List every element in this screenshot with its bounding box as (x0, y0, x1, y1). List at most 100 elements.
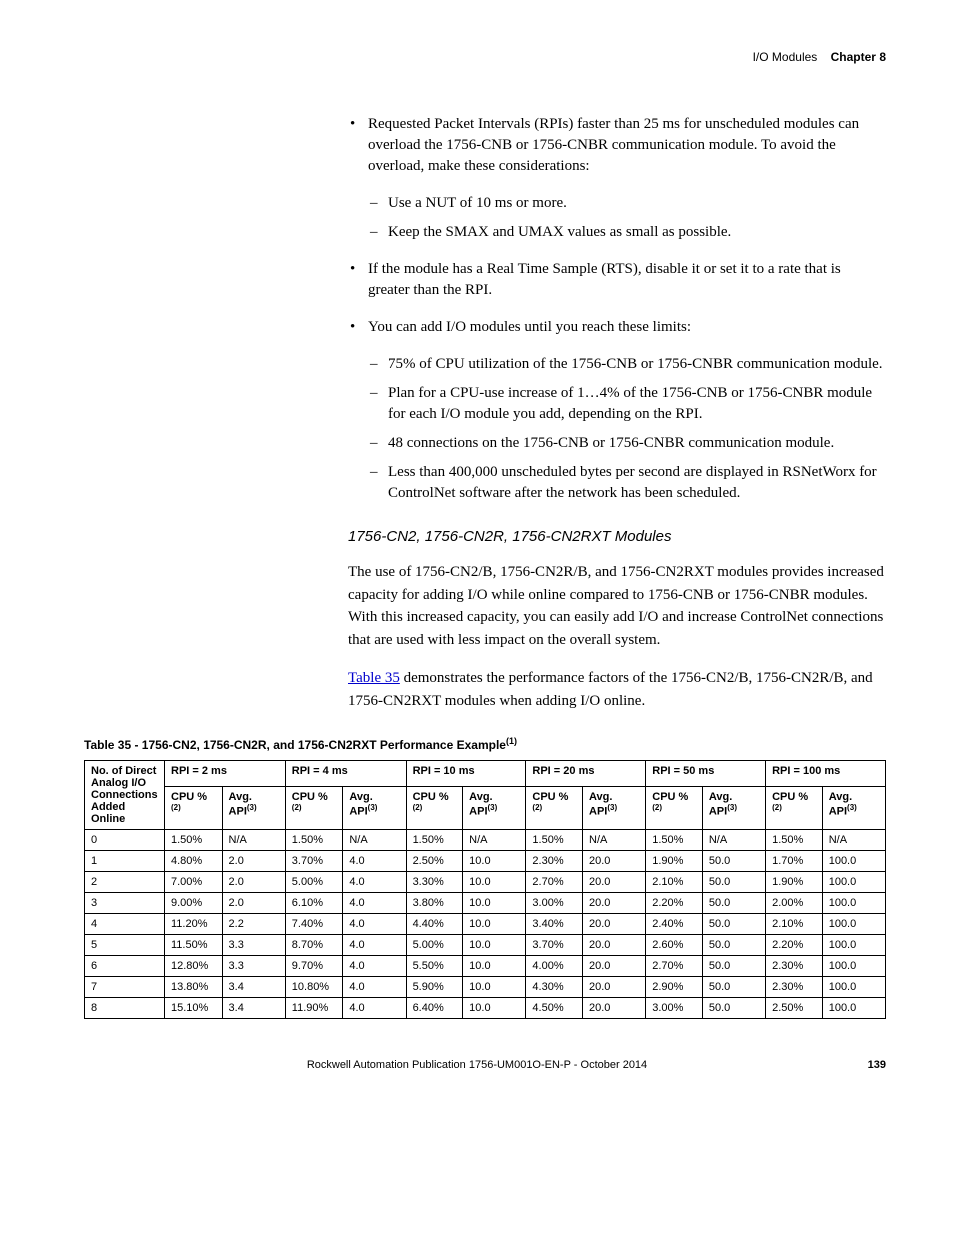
table-cell: 2.20% (646, 893, 703, 914)
paragraph: Table 35 demonstrates the performance fa… (348, 667, 886, 712)
subheading: 1756-CN2, 1756-CN2R, 1756-CN2RXT Modules (348, 528, 886, 545)
table-cell: 3.40% (526, 914, 583, 935)
table-cell: 5.00% (285, 872, 343, 893)
table-cell: 20.0 (583, 935, 646, 956)
table-cell: 4.0 (343, 998, 406, 1019)
cpu-header: CPU %(2) (285, 786, 343, 829)
table-cell: 4.0 (343, 851, 406, 872)
table-cell: 2.30% (526, 851, 583, 872)
table-cell: 11.20% (165, 914, 223, 935)
table-cell: 20.0 (583, 977, 646, 998)
table-cell: 5.50% (406, 956, 463, 977)
cpu-header: CPU %(2) (165, 786, 223, 829)
table-cell: 2.60% (646, 935, 703, 956)
row-number: 2 (85, 872, 165, 893)
table-row: 815.10%3.411.90%4.06.40%10.04.50%20.03.0… (85, 998, 886, 1019)
table-cell: 3.3 (222, 956, 285, 977)
table-cell: 4.0 (343, 872, 406, 893)
table-cell: 3.70% (285, 851, 343, 872)
table-cell: 2.00% (766, 893, 823, 914)
table-cell: 3.4 (222, 998, 285, 1019)
dash-list: Use a NUT of 10 ms or more. Keep the SMA… (368, 193, 886, 243)
table-row: 27.00%2.05.00%4.03.30%10.02.70%20.02.10%… (85, 872, 886, 893)
table-cell: 4.0 (343, 935, 406, 956)
table-subheader-row: CPU %(2)Avg. API(3)CPU %(2)Avg. API(3)CP… (85, 786, 886, 829)
table-cell: 20.0 (583, 893, 646, 914)
table-cell: 4.0 (343, 956, 406, 977)
table-cell: 20.0 (583, 956, 646, 977)
table-cell: 100.0 (822, 872, 885, 893)
table-cell: 2.2 (222, 914, 285, 935)
table-cell: 3.00% (646, 998, 703, 1019)
table-cell: 10.0 (463, 935, 526, 956)
table-cell: 3.3 (222, 935, 285, 956)
table-cell: 20.0 (583, 872, 646, 893)
table-cell: 50.0 (702, 977, 765, 998)
table-cell: 50.0 (702, 893, 765, 914)
table-cell: 50.0 (702, 998, 765, 1019)
footer-publication: Rockwell Automation Publication 1756-UM0… (307, 1059, 647, 1071)
table-cell: 100.0 (822, 977, 885, 998)
table-cell: 10.0 (463, 956, 526, 977)
table-cell: 2.10% (766, 914, 823, 935)
table-cell: 20.0 (583, 914, 646, 935)
table-cell: 2.90% (646, 977, 703, 998)
table-cell: 100.0 (822, 956, 885, 977)
table-cell: 1.50% (165, 830, 223, 851)
api-header: Avg. API(3) (702, 786, 765, 829)
row-number: 3 (85, 893, 165, 914)
cpu-header: CPU %(2) (406, 786, 463, 829)
table-header-row: No. of Direct Analog I/O Connections Add… (85, 761, 886, 787)
table-cell: 3.4 (222, 977, 285, 998)
table-cell: N/A (583, 830, 646, 851)
table-cell: 9.70% (285, 956, 343, 977)
paragraph: The use of 1756-CN2/B, 1756-CN2R/B, and … (348, 561, 886, 651)
table-cell: 50.0 (702, 872, 765, 893)
table-cell: 1.90% (766, 872, 823, 893)
dash-item: 75% of CPU utilization of the 1756-CNB o… (368, 354, 886, 375)
table-cell: N/A (822, 830, 885, 851)
table-cell: 50.0 (702, 956, 765, 977)
table-cell: 100.0 (822, 914, 885, 935)
table-cell: 10.0 (463, 998, 526, 1019)
table-cell: 50.0 (702, 914, 765, 935)
performance-table: No. of Direct Analog I/O Connections Add… (84, 760, 886, 1019)
table-row: 411.20%2.27.40%4.04.40%10.03.40%20.02.40… (85, 914, 886, 935)
table-link[interactable]: Table 35 (348, 670, 400, 686)
table-cell: 1.70% (766, 851, 823, 872)
table-cell: 1.50% (646, 830, 703, 851)
table-cell: 10.0 (463, 872, 526, 893)
table-cell: N/A (343, 830, 406, 851)
api-header: Avg. API(3) (463, 786, 526, 829)
table-cell: 100.0 (822, 935, 885, 956)
table-title-sup: (1) (506, 736, 517, 746)
bullet-item: If the module has a Real Time Sample (RT… (348, 259, 886, 301)
table-cell: 4.0 (343, 914, 406, 935)
table-cell: 2.30% (766, 977, 823, 998)
table-cell: 4.40% (406, 914, 463, 935)
table-cell: 2.0 (222, 893, 285, 914)
table-cell: 5.90% (406, 977, 463, 998)
table-cell: 10.0 (463, 914, 526, 935)
table-cell: 20.0 (583, 998, 646, 1019)
bullet-text: You can add I/O modules until you reach … (368, 319, 691, 335)
table-cell: 2.50% (406, 851, 463, 872)
table-row: 39.00%2.06.10%4.03.80%10.03.00%20.02.20%… (85, 893, 886, 914)
table-cell: N/A (702, 830, 765, 851)
table-cell: 6.10% (285, 893, 343, 914)
table-row: 511.50%3.38.70%4.05.00%10.03.70%20.02.60… (85, 935, 886, 956)
table-cell: 2.70% (526, 872, 583, 893)
table-cell: 3.30% (406, 872, 463, 893)
dash-item: Use a NUT of 10 ms or more. (368, 193, 886, 214)
table-cell: N/A (463, 830, 526, 851)
page-footer: Rockwell Automation Publication 1756-UM0… (68, 1059, 886, 1071)
table-cell: 6.40% (406, 998, 463, 1019)
table-cell: 3.70% (526, 935, 583, 956)
dash-item: Plan for a CPU-use increase of 1…4% of t… (368, 383, 886, 425)
api-header: Avg. API(3) (222, 786, 285, 829)
main-content: Requested Packet Intervals (RPIs) faster… (348, 114, 886, 712)
table-cell: 4.30% (526, 977, 583, 998)
table-cell: 12.80% (165, 956, 223, 977)
table-cell: 20.0 (583, 851, 646, 872)
cpu-header: CPU %(2) (766, 786, 823, 829)
